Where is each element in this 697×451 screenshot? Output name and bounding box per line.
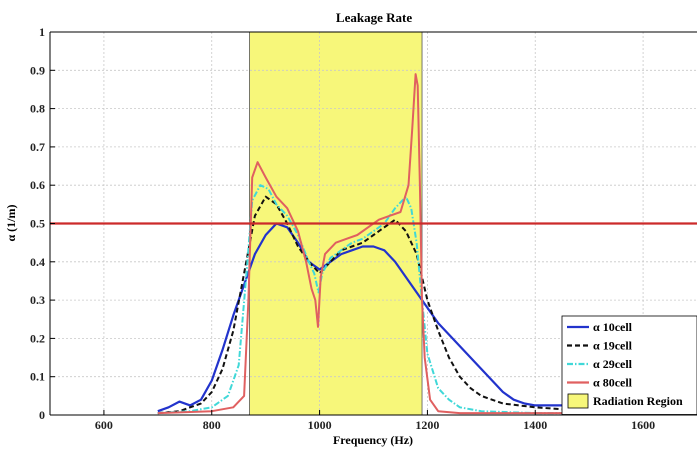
series-line-3 — [157, 184, 644, 415]
x-tick-label: 600 — [95, 418, 113, 432]
legend-label-region: Radiation Region — [593, 394, 683, 408]
y-tick-label: 0.8 — [30, 102, 45, 116]
legend-label-2: α 19cell — [593, 339, 633, 353]
series-line-1 — [157, 222, 644, 413]
y-tick-label: 0.7 — [30, 140, 45, 154]
legend-swatch-region — [567, 393, 589, 409]
y-tick-label: 0.5 — [30, 217, 45, 231]
y-axis-label: α (1/m) — [4, 204, 18, 241]
legend-label-4: α 80cell — [593, 376, 633, 390]
y-tick-label: 0 — [39, 408, 45, 422]
y-tick-label: 0.9 — [30, 63, 45, 77]
legend-label-1: α 10cell — [593, 320, 633, 334]
x-tick-label: 1400 — [523, 418, 547, 432]
y-tick-label: 0.4 — [30, 255, 45, 269]
y-tick-label: 0.1 — [30, 370, 45, 384]
x-tick-label: 800 — [203, 418, 221, 432]
x-axis-label: Frequency (Hz) — [333, 433, 413, 447]
y-tick-label: 0.6 — [30, 178, 45, 192]
legend: α 10cell α 19cell α 29cell α 80cell Radiatio… — [561, 315, 697, 415]
x-tick-label: 1000 — [308, 418, 332, 432]
x-tick-label: 1600 — [631, 418, 655, 432]
y-tick-label: 0.2 — [30, 331, 45, 345]
chart-title: Leakage Rate — [336, 10, 412, 25]
series-line-4 — [157, 73, 644, 415]
legend-box — [561, 315, 697, 415]
y-tick-label: 1 — [39, 25, 45, 39]
legend-label-3: α 29cell — [593, 357, 633, 371]
axes: 600 800 1000 1200 1400 1600 0 0.1 0.2 0.3 0.4 0.5 0.… — [30, 25, 697, 432]
series-line-2 — [157, 195, 644, 415]
series-lines — [157, 73, 644, 415]
y-tick-label: 0.3 — [30, 293, 45, 307]
x-tick-label: 1200 — [415, 418, 439, 432]
